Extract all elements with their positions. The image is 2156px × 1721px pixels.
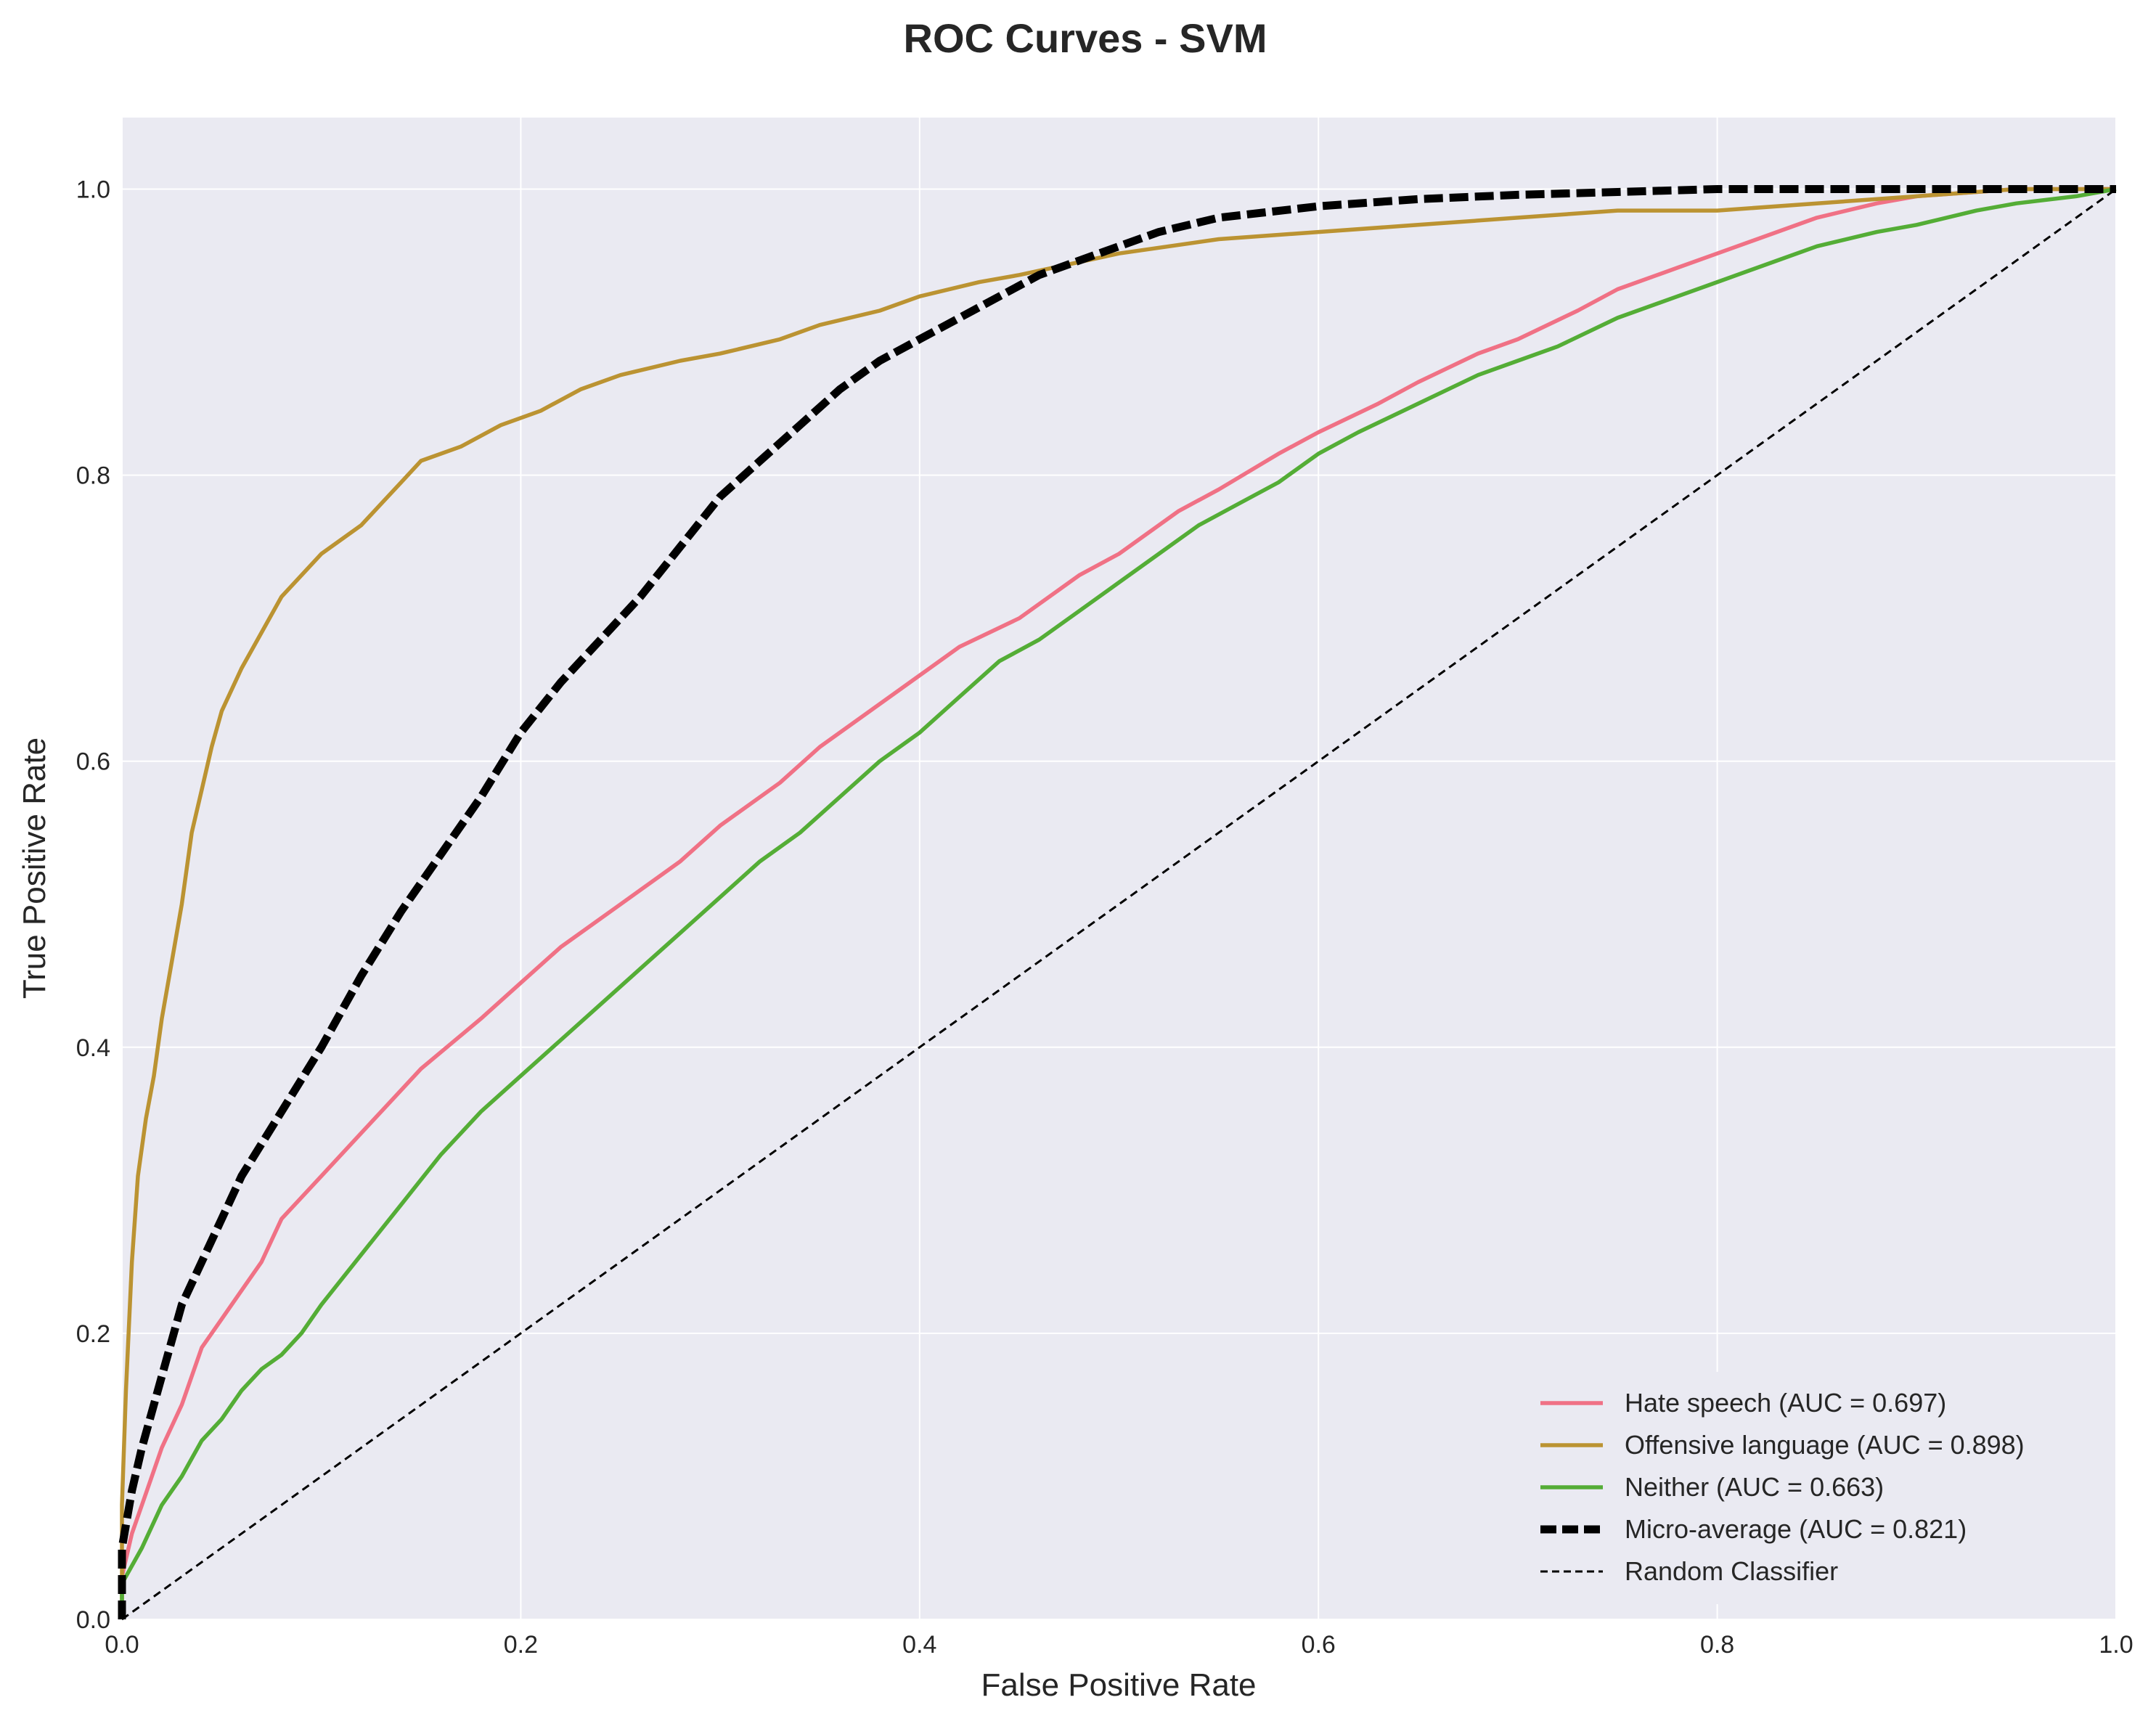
- legend-label-1: Offensive language (AUC = 0.898): [1625, 1430, 2025, 1460]
- y-tick-label: 0.0: [76, 1606, 110, 1634]
- series-layer: [118, 185, 2117, 1621]
- x-tick-labels: 0.0 0.2 0.4 0.6 0.8 1.0: [105, 1631, 2133, 1659]
- series-line-1: [120, 187, 2116, 1619]
- series-line-3: [118, 185, 2116, 1619]
- x-tick-label: 0.6: [1302, 1631, 1336, 1659]
- series-line-2: [120, 187, 2117, 1619]
- y-tick-label: 0.2: [76, 1320, 110, 1348]
- y-axis-label: True Positive Rate: [17, 737, 52, 999]
- grid-x: [121, 118, 2117, 1619]
- legend-box: [1528, 1372, 2102, 1604]
- legend-label-4: Random Classifier: [1625, 1556, 1838, 1586]
- chart-title: ROC Curves - SVM: [904, 15, 1267, 61]
- legend-label-2: Neither (AUC = 0.663): [1625, 1472, 1884, 1502]
- x-tick-label: 0.8: [1700, 1631, 1734, 1659]
- legend-label-3: Micro-average (AUC = 0.821): [1625, 1514, 1967, 1544]
- y-tick-label: 0.8: [76, 462, 110, 490]
- y-tick-label: 0.6: [76, 748, 110, 776]
- y-tick-label: 1.0: [76, 176, 110, 204]
- series-line-4: [121, 188, 2117, 1621]
- y-tick-label: 0.4: [76, 1034, 110, 1062]
- x-tick-label: 0.2: [504, 1631, 538, 1659]
- legend: Hate speech (AUC = 0.697) Offensive langu…: [1528, 1372, 2102, 1604]
- y-tick-labels: 0.0 0.2 0.4 0.6 0.8 1.0: [76, 176, 110, 1634]
- x-axis-label: False Positive Rate: [981, 1667, 1256, 1703]
- x-tick-label: 0.4: [902, 1631, 936, 1659]
- legend-label-0: Hate speech (AUC = 0.697): [1625, 1388, 1946, 1418]
- x-tick-label: 0.0: [105, 1631, 139, 1659]
- plot-area: [122, 118, 2116, 1619]
- x-tick-label: 1.0: [2099, 1631, 2133, 1659]
- series-line-0: [120, 187, 2116, 1619]
